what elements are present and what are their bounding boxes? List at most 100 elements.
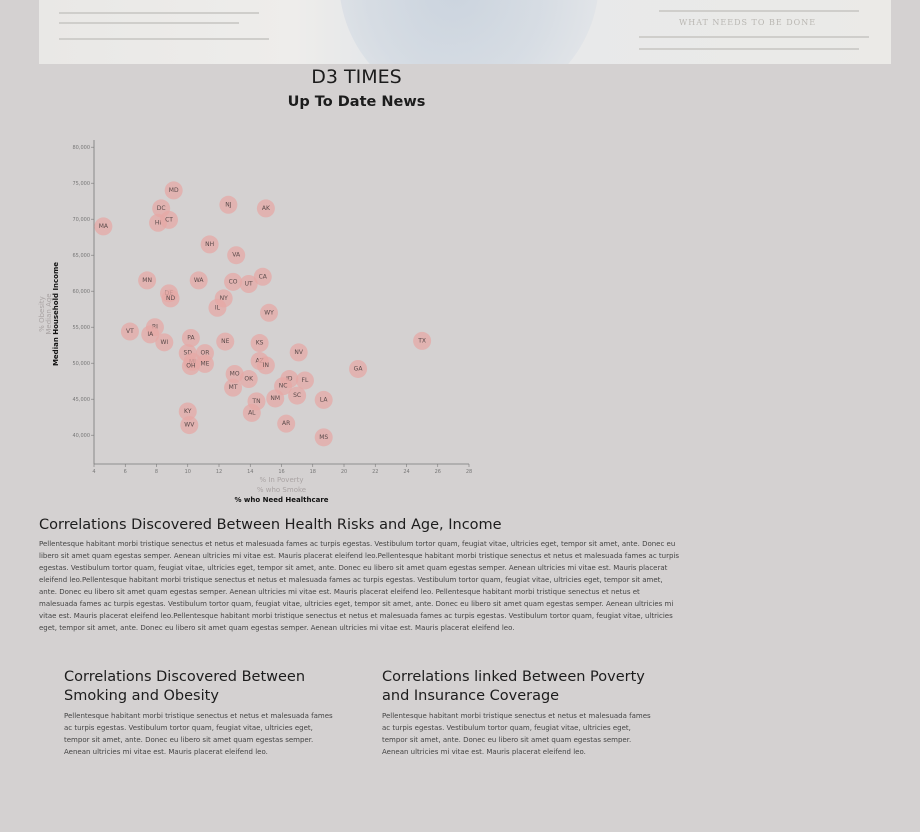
smoking-obesity-heading: Correlations Discovered Between Smoking …: [64, 669, 306, 704]
x-tick-label: 10: [185, 469, 191, 475]
state-label-wa: WA: [194, 277, 205, 284]
x-tick-label: 4: [92, 469, 95, 475]
y-tick-label: 55,000: [73, 325, 91, 331]
x-axis-labels[interactable]: % In Poverty % who Smoke % who Need Health…: [234, 476, 328, 504]
state-point-ga[interactable]: [349, 359, 368, 378]
state-label-ct: CT: [165, 216, 173, 223]
y-axis: 40,000 45,000 50,000 55,000 60,000 65,000 70,0…: [73, 140, 95, 464]
state-label-oh: OH: [186, 363, 195, 370]
page-subtitle: Up To Date News: [287, 94, 426, 110]
x-tick-label: 6: [124, 469, 127, 475]
state-label-ok: OK: [244, 376, 254, 383]
main-article-body: Pellentesque habitant morbi tristique se…: [39, 540, 680, 632]
state-point-tx[interactable]: [413, 331, 432, 350]
y-tick-label: 45,000: [73, 397, 91, 403]
state-point-al[interactable]: [242, 403, 261, 422]
state-point-ia[interactable]: [141, 325, 160, 344]
state-point-ar[interactable]: [277, 414, 296, 433]
x-tick-label: 14: [247, 469, 253, 475]
state-label-or: OR: [200, 350, 209, 357]
state-label-ut: UT: [245, 281, 253, 288]
y-axis-labels[interactable]: % Obesity Median Age Median Household Inco…: [38, 262, 60, 366]
state-point-il[interactable]: [208, 298, 227, 317]
x-axis-label-option[interactable]: % who Smoke: [257, 486, 306, 494]
state-point-oh[interactable]: [181, 357, 200, 376]
state-point-wi[interactable]: [155, 333, 174, 352]
state-label-sd: SD: [184, 350, 193, 357]
state-point-mo[interactable]: [225, 365, 244, 383]
state-point-mn[interactable]: [138, 271, 157, 290]
x-tick-label: 22: [372, 469, 378, 475]
state-point-co[interactable]: [224, 272, 243, 291]
state-point-nv[interactable]: [289, 343, 308, 362]
state-label-ms: MS: [319, 434, 328, 441]
state-point-ut[interactable]: [239, 275, 258, 293]
x-tick-label: 16: [278, 469, 284, 475]
state-point-nd[interactable]: [161, 289, 180, 308]
state-label-md: MD: [169, 187, 179, 194]
state-label-tn: TN: [251, 398, 260, 405]
state-label-co: CO: [229, 278, 238, 285]
state-label-tx: TX: [417, 337, 426, 344]
y-axis-label-option[interactable]: Median Age: [45, 293, 53, 334]
state-point-ks[interactable]: [250, 334, 269, 353]
state-point-ct[interactable]: [160, 210, 178, 229]
state-point-me[interactable]: [195, 354, 214, 373]
state-label-wy: WY: [264, 309, 274, 316]
state-point-mt[interactable]: [224, 378, 243, 397]
state-label-nm: NM: [270, 395, 280, 402]
x-axis: 4 6 8 10 12 14 16 18 20 22 24 26 28: [92, 463, 472, 475]
state-label-in: IN: [263, 362, 269, 369]
state-point-ma[interactable]: [94, 217, 113, 236]
state-point-ms[interactable]: [314, 428, 333, 447]
state-label-il: IL: [215, 304, 221, 311]
x-axis-label-option[interactable]: % In Poverty: [259, 476, 303, 484]
state-point-md[interactable]: [164, 181, 183, 200]
state-label-pa: PA: [187, 335, 195, 342]
smoking-obesity-article: Correlations Discovered Between Smoking …: [64, 668, 336, 758]
state-point-nm[interactable]: [266, 389, 285, 408]
state-label-mo: MO: [230, 371, 240, 378]
poverty-insurance-body: Pellentesque habitant morbi tristique se…: [382, 712, 651, 756]
state-point-fl[interactable]: [295, 371, 314, 390]
banner-headline: WHAT NEEDS TO BE DONE: [679, 18, 817, 27]
header-banner-image: WHAT NEEDS TO BE DONE: [39, 0, 891, 64]
state-label-dc: DC: [157, 205, 166, 212]
x-tick-label: 24: [403, 469, 409, 475]
x-axis-label-option[interactable]: % who Need Healthcare: [234, 496, 328, 504]
state-label-ks: KS: [256, 340, 264, 347]
state-label-id: ID: [286, 376, 293, 383]
main-article-heading: Correlations Discovered Between Health R…: [39, 517, 502, 533]
state-label-ca: CA: [259, 273, 268, 280]
state-point-wv[interactable]: [180, 416, 199, 435]
state-point-la[interactable]: [314, 390, 333, 409]
x-tick-label: 26: [435, 469, 441, 475]
state-point-pa[interactable]: [181, 329, 200, 347]
state-point-in[interactable]: [256, 356, 275, 375]
state-point-sc[interactable]: [288, 386, 307, 405]
state-label-mt: MT: [229, 384, 238, 391]
state-point-ca[interactable]: [253, 267, 272, 286]
x-tick-label: 20: [341, 469, 347, 475]
y-tick-label: 75,000: [73, 181, 91, 187]
state-label-nj: NJ: [225, 201, 231, 208]
state-point-ok[interactable]: [239, 370, 258, 389]
state-label-wi: WI: [160, 339, 168, 346]
state-point-wa[interactable]: [189, 271, 208, 290]
y-axis-label-option[interactable]: % Obesity: [38, 296, 46, 332]
state-label-sc: SC: [293, 392, 301, 399]
state-point-nj[interactable]: [219, 195, 238, 214]
y-axis-label-option[interactable]: Median Household Income: [52, 262, 60, 366]
state-point-nh[interactable]: [200, 235, 219, 254]
state-point-vt[interactable]: [120, 322, 139, 341]
state-point-ak[interactable]: [256, 199, 275, 218]
scatter-points: MAMDDCHICTNJAKNHVAMNWACOUTCADENDNYILWYRI…: [94, 181, 432, 447]
state-point-va[interactable]: [227, 246, 246, 265]
state-point-ky[interactable]: [178, 402, 197, 421]
state-point-wy[interactable]: [260, 303, 278, 322]
state-label-vt: VT: [126, 328, 134, 335]
x-tick-label: 18: [310, 469, 316, 475]
x-tick-label: 28: [466, 469, 472, 475]
globe-graphic: [339, 0, 599, 64]
state-point-ne[interactable]: [216, 332, 235, 351]
